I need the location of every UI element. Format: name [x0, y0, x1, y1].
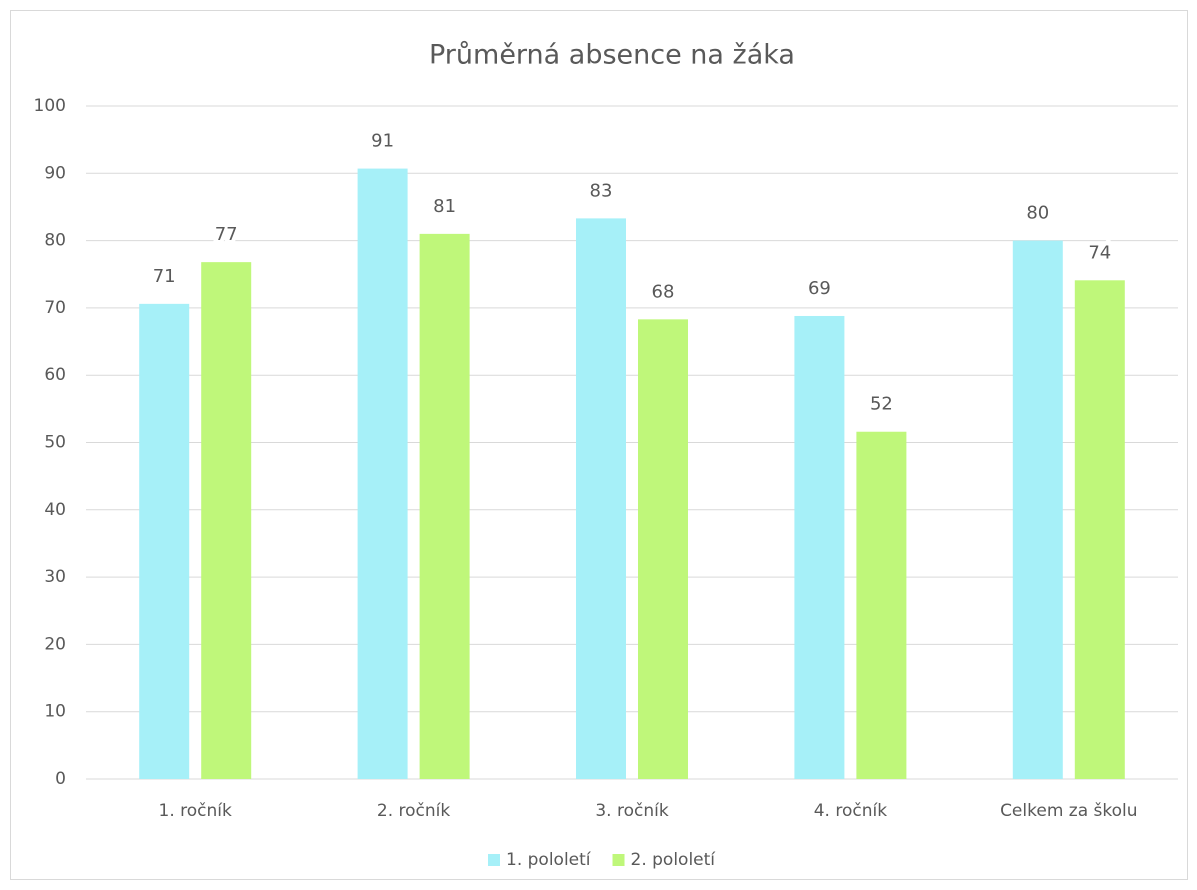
bar	[638, 319, 688, 779]
data-label: 81	[433, 196, 456, 217]
y-tick-label: 60	[44, 365, 66, 385]
legend-swatch	[488, 854, 500, 866]
data-label: 71	[153, 266, 176, 287]
bar	[139, 303, 190, 779]
y-tick-label: 20	[44, 634, 66, 654]
chart-title: Průměrná absence na žáka	[429, 40, 795, 71]
bar	[419, 233, 470, 779]
bar	[856, 431, 907, 779]
bar	[357, 168, 408, 780]
y-tick-label: 40	[44, 500, 66, 520]
y-tick-label: 0	[55, 769, 66, 789]
y-tick-label: 90	[44, 163, 66, 183]
y-tick-label: 50	[44, 433, 66, 453]
bar	[1074, 280, 1125, 779]
legend-label: 2. pololetí	[631, 850, 717, 870]
data-label: 52	[870, 394, 893, 415]
y-tick-label: 30	[44, 567, 66, 587]
data-label: 74	[1088, 242, 1111, 263]
data-label: 91	[371, 131, 394, 152]
bar	[201, 262, 252, 779]
bar	[1012, 240, 1063, 780]
x-tick-label: 3. ročník	[595, 801, 668, 821]
y-tick-label: 70	[44, 298, 66, 318]
data-label: 80	[1026, 203, 1049, 224]
bar	[576, 218, 626, 780]
data-label: 69	[808, 278, 831, 299]
x-tick-label: 2. ročník	[377, 801, 450, 821]
legend-swatch	[612, 854, 625, 866]
y-tick-label: 10	[44, 702, 66, 722]
data-label: 68	[652, 281, 675, 302]
legend-label: 1. pololetí	[506, 850, 592, 870]
y-tick-label: 80	[44, 231, 66, 251]
data-label: 77	[215, 224, 238, 245]
x-tick-label: 4. ročník	[814, 801, 887, 821]
y-tick-label: 100	[34, 96, 66, 116]
x-tick-label: 1. ročník	[159, 801, 232, 821]
x-tick-label: Celkem za školu	[1000, 801, 1137, 821]
data-label: 83	[590, 180, 613, 201]
bar	[794, 315, 845, 779]
